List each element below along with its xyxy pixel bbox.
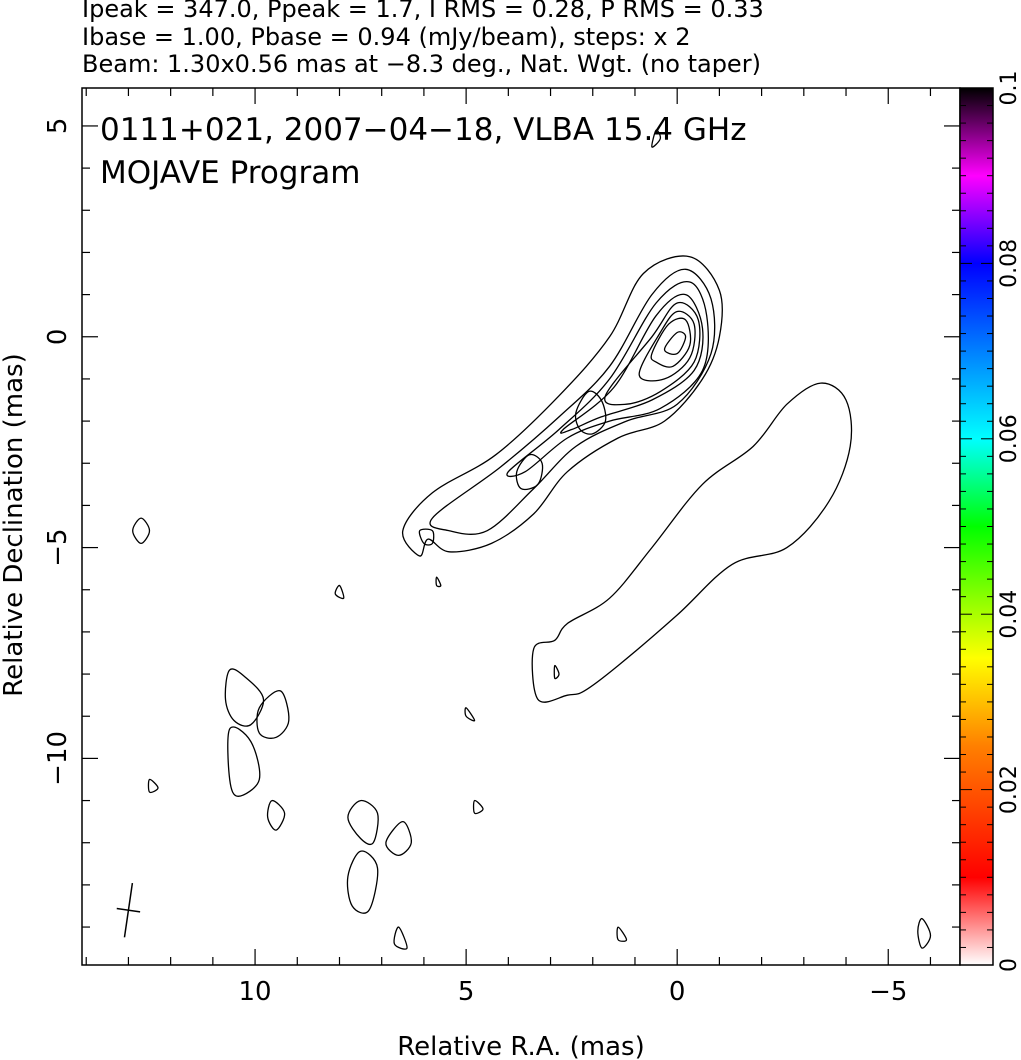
contour-blob-1 xyxy=(224,668,265,727)
chart-subtitle: MOJAVE Program xyxy=(100,155,360,191)
chart-title: 0111+021, 2007−04−18, VLBA 15.4 GHz xyxy=(100,112,746,148)
contour-jet-core-c7 xyxy=(650,317,692,368)
contour-knot-c xyxy=(418,528,435,546)
contour-blob-17 xyxy=(553,664,560,680)
x-tick-label: 0 xyxy=(669,977,686,1007)
colorbar-tick-label: 0.08 xyxy=(997,239,1021,288)
x-tick-label: 5 xyxy=(458,977,475,1007)
contour-blob-12 xyxy=(472,799,484,815)
contour-blob-8 xyxy=(266,799,286,831)
colorbar-ticks: 0 0.02 0.04 0.06 0.08 0.1 xyxy=(960,71,1021,972)
contour-blob-13 xyxy=(616,926,628,942)
contour-blob-7 xyxy=(132,517,151,545)
contour-jet-core-c1 xyxy=(402,255,723,557)
contour-jet-core-c4 xyxy=(560,293,704,434)
contour-blob-3 xyxy=(227,726,261,797)
contour-extended-lobe xyxy=(531,382,853,703)
colorbar-tick-label: 0.04 xyxy=(997,590,1021,639)
contour-knot-b xyxy=(515,453,544,491)
x-tick-label: 10 xyxy=(239,977,272,1007)
y-tick-label: 0 xyxy=(43,329,73,346)
header-line-3: Beam: 1.30x0.56 mas at −8.3 deg., Nat. W… xyxy=(82,50,761,78)
x-axis-label: Relative R.A. (mas) xyxy=(397,1032,644,1060)
y-tick-label: 5 xyxy=(43,118,73,135)
colorbar: 0 0.02 0.04 0.06 0.08 0.1 xyxy=(959,71,1021,972)
contour-blob-4 xyxy=(347,799,379,846)
colorbar-tick-label: 0.06 xyxy=(997,414,1021,463)
contour-jet-core-c3 xyxy=(506,280,709,478)
contour-jet-core-c5 xyxy=(604,301,701,406)
beam-cross xyxy=(116,882,141,938)
contour-blob-6 xyxy=(385,820,412,857)
contour-lines xyxy=(132,129,932,950)
contour-blob-15 xyxy=(917,917,932,949)
header-line-2: Ibase = 1.00, Pbase = 0.94 (mJy/beam), s… xyxy=(82,23,691,51)
axis-ticks: 10 5 0 −5 5 0 −5 −10 xyxy=(43,88,960,1007)
colorbar-tick-label: 0.1 xyxy=(997,71,1021,106)
contour-blob-16 xyxy=(651,129,662,148)
contour-jet-core-c2 xyxy=(429,268,716,535)
colorbar-tick-label: 0 xyxy=(997,958,1021,972)
beam-minor-axis xyxy=(116,907,141,913)
y-axis-label: Relative Declination (mas) xyxy=(0,353,29,696)
contour-blob-11 xyxy=(464,707,476,722)
contour-blob-18 xyxy=(435,576,442,588)
contour-knot-a xyxy=(574,390,607,435)
contour-blob-14 xyxy=(393,926,408,950)
x-tick-label: −5 xyxy=(869,977,907,1007)
y-tick-label: −5 xyxy=(43,528,73,566)
contour-jet-core-c8 xyxy=(663,331,687,355)
contour-blob-9 xyxy=(334,584,345,600)
contour-jet-core-c6 xyxy=(638,310,696,382)
contour-blob-5 xyxy=(346,850,379,914)
y-tick-label: −10 xyxy=(43,731,73,786)
contour-blob-2 xyxy=(256,690,290,739)
plot-frame xyxy=(81,87,961,966)
header-line-1: Ipeak = 347.0, Ppeak = 1.7, I RMS = 0.28… xyxy=(82,0,764,23)
colorbar-tick-label: 0.02 xyxy=(997,765,1021,814)
contour-blob-10 xyxy=(147,778,159,794)
